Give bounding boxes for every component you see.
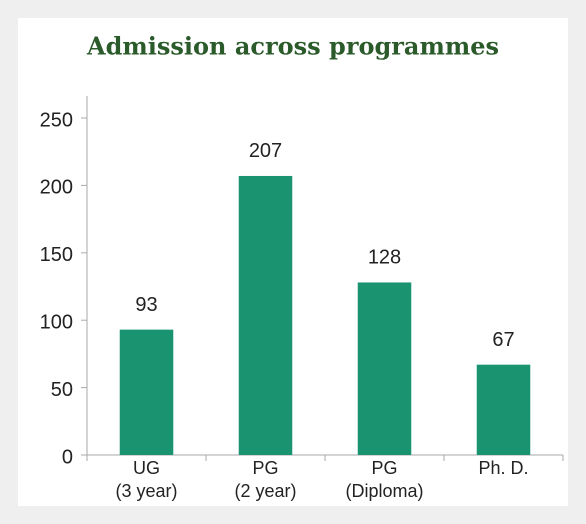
value-label: 207 [249, 140, 282, 162]
value-label: 67 [492, 329, 514, 351]
x-tick-label: Ph. D. [478, 458, 529, 478]
chart-title: Admission across programmes [86, 32, 499, 61]
value-label: 128 [368, 247, 401, 269]
y-tick-label: 150 [40, 244, 73, 266]
bar [357, 282, 412, 455]
bar [119, 329, 174, 455]
bar [238, 175, 293, 456]
y-tick-label: 0 [62, 446, 73, 468]
x-tick-label: UG (3 year) [115, 458, 178, 501]
y-tick-label: 200 [40, 177, 73, 199]
panel [18, 18, 568, 506]
x-tick-label: PG (Diploma) [345, 458, 424, 501]
value-label: 93 [135, 294, 157, 316]
y-tick-label: 250 [40, 109, 73, 131]
bar [476, 364, 531, 455]
x-tick-label: PG (2 year) [234, 458, 297, 501]
y-tick-label: 100 [40, 311, 73, 333]
y-tick-label: 50 [51, 379, 73, 401]
